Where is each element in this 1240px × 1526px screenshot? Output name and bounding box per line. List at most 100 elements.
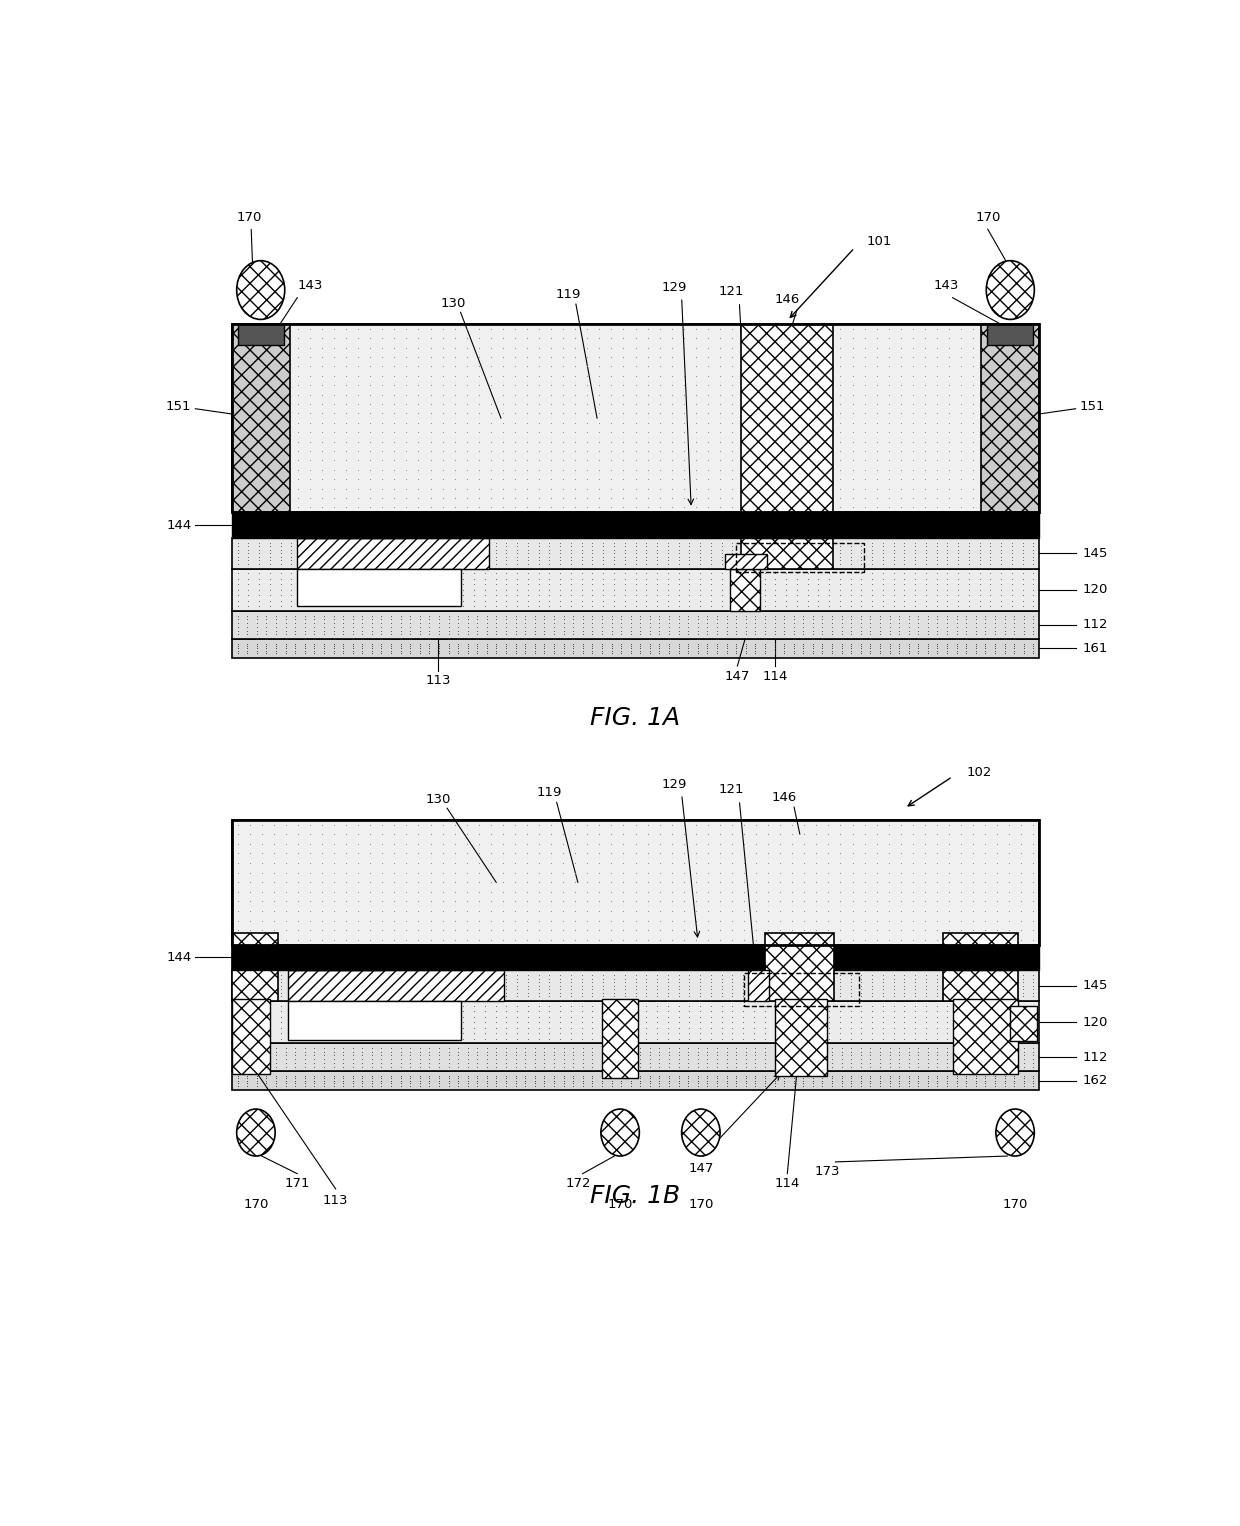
Point (630, 636, 650, 661)
Point (593, 974, 613, 998)
Point (701, 977, 720, 1001)
Point (723, 594, 743, 618)
Point (1023, 603, 1043, 627)
Point (722, 345, 742, 369)
Point (812, 1039, 832, 1064)
Point (707, 633, 727, 658)
Point (812, 1047, 832, 1071)
Point (797, 963, 817, 987)
Point (637, 336, 657, 360)
Point (822, 632, 842, 656)
Point (662, 861, 682, 885)
Point (448, 607, 467, 632)
Point (765, 1000, 785, 1024)
Point (541, 852, 560, 876)
Point (285, 632, 305, 656)
Point (970, 971, 990, 995)
Point (818, 439, 838, 464)
Point (516, 610, 536, 635)
Point (717, 623, 737, 647)
Point (506, 1064, 526, 1088)
Point (443, 577, 463, 601)
Point (852, 594, 872, 618)
Point (818, 890, 838, 914)
Point (239, 327, 259, 351)
Point (372, 420, 392, 444)
Point (614, 401, 634, 426)
Point (314, 577, 334, 601)
Point (852, 981, 872, 1006)
Point (873, 1027, 893, 1051)
Point (346, 572, 366, 597)
Point (717, 1051, 737, 1076)
Point (765, 542, 785, 566)
Point (420, 899, 440, 923)
Point (939, 890, 959, 914)
Point (578, 485, 598, 510)
Point (348, 345, 368, 369)
Point (981, 583, 1001, 607)
Point (949, 971, 968, 995)
Point (884, 551, 904, 575)
Point (939, 336, 959, 360)
Point (565, 812, 585, 836)
Point (862, 1027, 882, 1051)
Point (1023, 566, 1043, 591)
Point (348, 392, 368, 417)
Point (456, 401, 476, 426)
Point (410, 531, 430, 555)
Point (464, 594, 484, 618)
Point (662, 354, 682, 378)
Point (949, 531, 968, 555)
Point (637, 372, 657, 397)
Point (560, 966, 580, 990)
Point (467, 1044, 487, 1068)
Point (454, 974, 474, 998)
Point (420, 476, 440, 501)
Point (378, 562, 398, 586)
Point (456, 363, 476, 388)
Point (553, 420, 573, 444)
Point (812, 1051, 832, 1076)
Point (362, 615, 382, 639)
Point (443, 974, 463, 998)
Point (867, 420, 887, 444)
Point (614, 890, 634, 914)
Point (949, 981, 968, 1006)
Point (506, 615, 526, 639)
Point (611, 1071, 631, 1096)
Point (601, 832, 621, 856)
Point (239, 354, 259, 378)
Point (707, 1044, 727, 1068)
Point (312, 458, 332, 482)
Point (454, 566, 474, 591)
Point (841, 638, 861, 662)
Point (722, 327, 742, 351)
Point (698, 841, 718, 865)
Point (843, 852, 863, 876)
Point (680, 1021, 699, 1045)
Point (381, 1051, 401, 1076)
Point (688, 607, 708, 632)
Point (668, 572, 688, 597)
Point (420, 345, 440, 369)
Point (946, 632, 966, 656)
Point (346, 977, 366, 1001)
Point (252, 336, 272, 360)
Point (277, 383, 296, 407)
Point (541, 879, 560, 903)
Point (551, 1021, 570, 1045)
Point (744, 583, 764, 607)
Point (918, 603, 937, 627)
Point (733, 977, 753, 1001)
Point (735, 615, 755, 639)
Point (429, 615, 449, 639)
Point (381, 638, 401, 662)
Point (991, 977, 1011, 1001)
Point (399, 974, 419, 998)
Point (539, 966, 559, 990)
Point (854, 372, 874, 397)
Point (765, 1051, 785, 1076)
Point (228, 1067, 248, 1091)
Point (870, 618, 890, 642)
